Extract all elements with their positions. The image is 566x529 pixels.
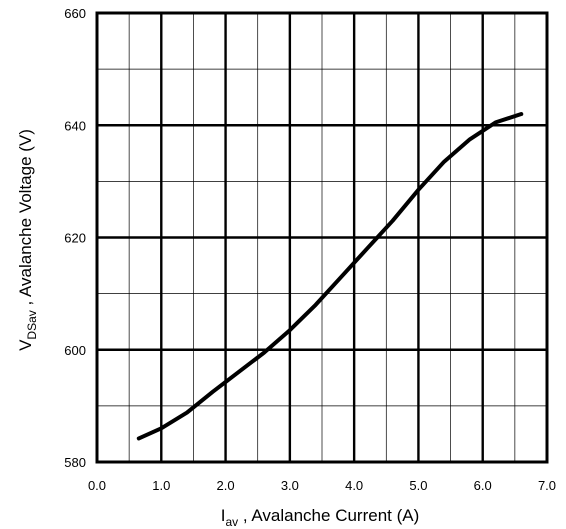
plot-frame: [95, 11, 549, 464]
y-tick-label: 600: [64, 343, 86, 358]
x-axis-label-rest: , Avalanche Current (A): [238, 506, 419, 525]
x-tick-label: 4.0: [345, 478, 363, 493]
y-axis-label-main: V: [16, 339, 35, 351]
y-axis-label-sub: DSav: [25, 310, 39, 339]
series-line-0: [136, 112, 524, 441]
x-axis-label: Iav , Avalanche Current (A): [221, 506, 420, 529]
y-tick-labels: 580 600 620 640 660: [64, 6, 86, 470]
x-tick-label: 5.0: [409, 478, 427, 493]
plot-border: [95, 11, 549, 464]
y-tick-label: 660: [64, 6, 86, 21]
x-tick-label: 7.0: [538, 478, 556, 493]
grid: [97, 13, 547, 462]
x-tick-label: 6.0: [474, 478, 492, 493]
x-tick-label: 3.0: [281, 478, 299, 493]
y-tick-label: 640: [64, 118, 86, 133]
x-tick-label: 1.0: [152, 478, 170, 493]
y-axis-label-rest: , Avalanche Voltage (V): [16, 129, 35, 310]
x-tick-label: 0.0: [88, 478, 106, 493]
x-tick-labels: 0.0 1.0 2.0 3.0 4.0 5.0 6.0 7.0: [88, 478, 556, 493]
y-tick-label: 580: [64, 455, 86, 470]
x-tick-label: 2.0: [217, 478, 235, 493]
y-tick-label: 620: [64, 231, 86, 246]
x-axis-label-main: I: [221, 506, 226, 525]
y-axis-label: VDSav , Avalanche Voltage (V): [16, 129, 39, 351]
series: [136, 112, 524, 441]
x-axis-label-sub: av: [225, 515, 238, 529]
